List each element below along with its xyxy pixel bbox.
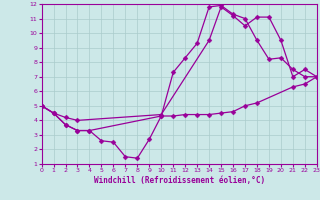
- X-axis label: Windchill (Refroidissement éolien,°C): Windchill (Refroidissement éolien,°C): [94, 176, 265, 185]
